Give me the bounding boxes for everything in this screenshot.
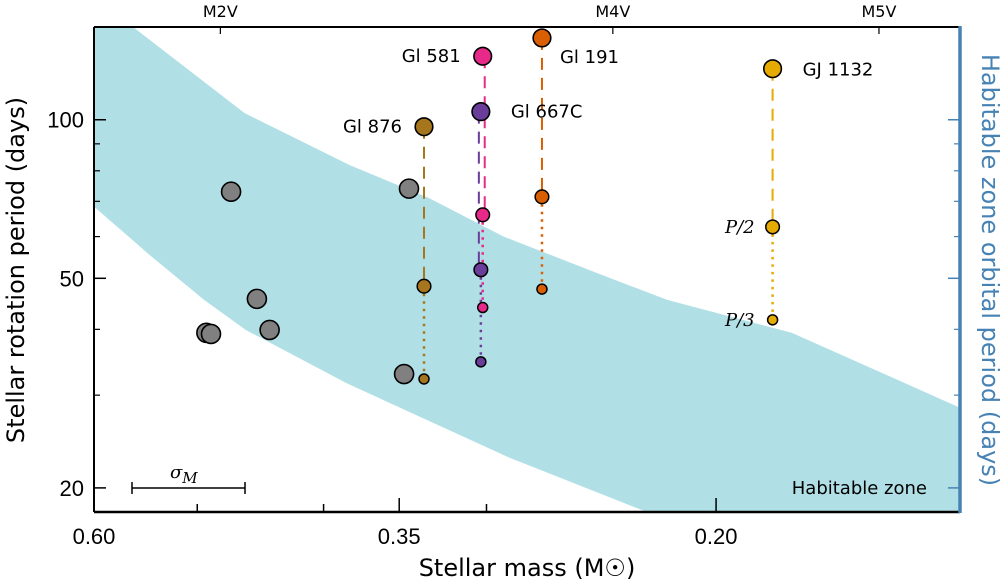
x-tick-label: 0.20 bbox=[695, 524, 738, 549]
star-p2-point bbox=[475, 207, 491, 223]
star-name-label: Gl 581 bbox=[402, 46, 461, 67]
gray-star-point bbox=[200, 323, 222, 345]
y-axis-label: Stellar rotation period (days) bbox=[2, 97, 30, 443]
star-p3-point bbox=[536, 283, 548, 295]
habitable-zone-label: Habitable zone bbox=[792, 478, 927, 499]
star-p3-point bbox=[766, 314, 779, 326]
sigma-subscript: M bbox=[181, 469, 198, 487]
star-p2-point bbox=[534, 189, 550, 205]
gray-star-point bbox=[393, 363, 415, 385]
habitable-zone-band bbox=[94, 27, 960, 512]
star-p3-point bbox=[418, 373, 430, 385]
star-rotation-point bbox=[414, 117, 434, 137]
x-tick-label: 0.35 bbox=[378, 524, 421, 549]
star-name-label: GJ 1132 bbox=[803, 60, 874, 81]
star-name-label: Gl 191 bbox=[560, 47, 619, 68]
x-axis-label: Stellar mass (M☉) bbox=[419, 554, 636, 582]
spectral-type-label: M2V bbox=[203, 2, 238, 21]
p3-label: P/3 bbox=[724, 310, 755, 331]
y-axis-right-label: Habitable zone orbital period (days) bbox=[976, 54, 1000, 486]
star-rotation-point bbox=[473, 46, 493, 66]
y-tick-label: 20 bbox=[60, 476, 84, 501]
gray-star-point bbox=[220, 181, 242, 203]
y-tick-label: 50 bbox=[60, 266, 84, 291]
star-rotation-point bbox=[762, 59, 783, 79]
sigma-symbol: σ bbox=[170, 462, 183, 483]
gray-star-point bbox=[246, 288, 268, 310]
y-tick-label: 100 bbox=[47, 108, 84, 133]
star-p3-point bbox=[476, 301, 489, 314]
gray-star-point bbox=[398, 178, 420, 199]
sigma-m-errorbar: σM bbox=[131, 462, 246, 494]
sigma-label: σM bbox=[170, 462, 198, 487]
star-p2-point bbox=[473, 262, 489, 278]
star-name-label: Gl 876 bbox=[343, 117, 402, 138]
spectral-type-label: M5V bbox=[862, 2, 897, 21]
gray-star-point bbox=[259, 319, 280, 341]
star-p2-point bbox=[765, 219, 781, 235]
x-tick-label: 0.60 bbox=[73, 524, 116, 549]
star-rotation-point bbox=[471, 102, 491, 122]
star-p2-point bbox=[416, 278, 432, 294]
p2-label: P/2 bbox=[724, 217, 755, 238]
star-p3-point bbox=[475, 356, 487, 368]
spectral-type-label: M4V bbox=[595, 2, 630, 21]
star-name-label: Gl 667C bbox=[511, 102, 583, 123]
star-rotation-point bbox=[532, 28, 552, 48]
